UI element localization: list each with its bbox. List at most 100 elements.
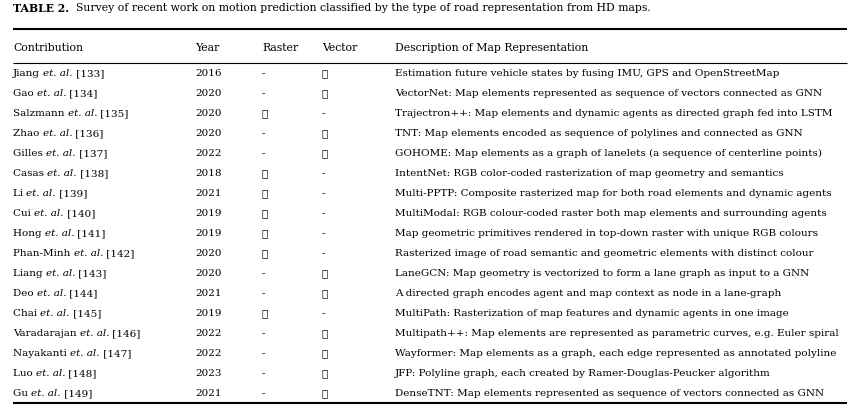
Text: Phan-Minh: Phan-Minh <box>13 249 74 258</box>
Text: -: - <box>262 129 266 138</box>
Text: -: - <box>322 189 325 198</box>
Text: ✓: ✓ <box>262 229 268 238</box>
Text: [135]: [135] <box>97 109 129 118</box>
Text: et. al.: et. al. <box>40 308 70 317</box>
Text: [137]: [137] <box>76 149 107 158</box>
Text: Rasterized image of road semantic and geometric elements with distinct colour: Rasterized image of road semantic and ge… <box>395 249 814 258</box>
Text: et. al.: et. al. <box>46 269 76 278</box>
Text: -: - <box>262 89 266 98</box>
Text: -: - <box>262 348 266 357</box>
Text: 2016: 2016 <box>195 69 222 78</box>
Text: ✓: ✓ <box>322 288 329 297</box>
Text: Multi-PPTP: Composite rasterized map for both road elements and dynamic agents: Multi-PPTP: Composite rasterized map for… <box>395 189 832 198</box>
Text: -: - <box>322 229 325 238</box>
Text: et. al.: et. al. <box>27 189 56 198</box>
Text: -: - <box>322 249 325 258</box>
Text: Hong: Hong <box>13 229 45 238</box>
Text: 2021: 2021 <box>195 189 222 198</box>
Text: 2021: 2021 <box>195 388 222 397</box>
Text: 2018: 2018 <box>195 169 222 178</box>
Text: [148]: [148] <box>65 368 97 377</box>
Text: -: - <box>262 269 266 278</box>
Text: DenseTNT: Map elements represented as sequence of vectors connected as GNN: DenseTNT: Map elements represented as se… <box>395 388 824 397</box>
Text: -: - <box>262 288 266 297</box>
Text: ✓: ✓ <box>262 169 268 178</box>
Text: 2020: 2020 <box>195 249 222 258</box>
Text: 2020: 2020 <box>195 129 222 138</box>
Text: ✓: ✓ <box>322 89 329 98</box>
Text: Multipath++: Map elements are represented as parametric curves, e.g. Euler spira: Multipath++: Map elements are represente… <box>395 328 838 337</box>
Text: [149]: [149] <box>61 388 92 397</box>
Text: ✓: ✓ <box>322 388 329 397</box>
Text: [134]: [134] <box>66 89 98 98</box>
Text: -: - <box>262 388 266 397</box>
Text: -: - <box>262 328 266 337</box>
Text: A directed graph encodes agent and map context as node in a lane-graph: A directed graph encodes agent and map c… <box>395 288 781 297</box>
Text: ✓: ✓ <box>322 69 329 78</box>
Text: [147]: [147] <box>100 348 131 357</box>
Text: 2022: 2022 <box>195 348 222 357</box>
Text: Deo: Deo <box>13 288 37 297</box>
Text: [133]: [133] <box>73 69 104 78</box>
Text: Cui: Cui <box>13 209 34 218</box>
Text: Liang: Liang <box>13 269 46 278</box>
Text: Wayformer: Map elements as a graph, each edge represented as annotated polyline: Wayformer: Map elements as a graph, each… <box>395 348 837 357</box>
Text: Year: Year <box>195 43 219 53</box>
Text: 2019: 2019 <box>195 209 222 218</box>
Text: et. al.: et. al. <box>36 368 65 377</box>
Text: ✓: ✓ <box>322 348 329 357</box>
Text: et. al.: et. al. <box>45 229 74 238</box>
Text: VectorNet: Map elements represented as sequence of vectors connected as GNN: VectorNet: Map elements represented as s… <box>395 89 822 98</box>
Text: TNT: Map elements encoded as sequence of polylines and connected as GNN: TNT: Map elements encoded as sequence of… <box>395 129 802 138</box>
Text: Jiang: Jiang <box>13 69 43 78</box>
Text: ✓: ✓ <box>262 209 268 218</box>
Text: Li: Li <box>13 189 27 198</box>
Text: 2020: 2020 <box>195 89 222 98</box>
Text: GOHOME: Map elements as a graph of lanelets (a sequence of centerline points): GOHOME: Map elements as a graph of lanel… <box>395 149 822 158</box>
Text: Casas: Casas <box>13 169 47 178</box>
Text: Chai: Chai <box>13 308 40 317</box>
Text: et. al.: et. al. <box>46 149 76 158</box>
Text: Luo: Luo <box>13 368 36 377</box>
Text: 2019: 2019 <box>195 229 222 238</box>
Text: JFP: Polyline graph, each created by Ramer-Douglas-Peucker algorithm: JFP: Polyline graph, each created by Ram… <box>395 368 771 377</box>
Text: Gilles: Gilles <box>13 149 46 158</box>
Text: [140]: [140] <box>64 209 95 218</box>
Text: 2021: 2021 <box>195 288 222 297</box>
Text: 2023: 2023 <box>195 368 222 377</box>
Text: Map geometric primitives rendered in top-down raster with unique RGB colours: Map geometric primitives rendered in top… <box>395 229 818 238</box>
Text: 2020: 2020 <box>195 109 222 118</box>
Text: Trajectron++: Map elements and dynamic agents as directed graph fed into LSTM: Trajectron++: Map elements and dynamic a… <box>395 109 832 118</box>
Text: -: - <box>262 69 266 78</box>
Text: 2020: 2020 <box>195 269 222 278</box>
Text: Survey of recent work on motion prediction classified by the type of road repres: Survey of recent work on motion predicti… <box>69 3 651 13</box>
Text: ✓: ✓ <box>322 328 329 337</box>
Text: et. al.: et. al. <box>68 109 97 118</box>
Text: [141]: [141] <box>74 229 106 238</box>
Text: [145]: [145] <box>70 308 101 317</box>
Text: [143]: [143] <box>76 269 107 278</box>
Text: Vector: Vector <box>322 43 357 53</box>
Text: Gu: Gu <box>13 388 31 397</box>
Text: MultiModal: RGB colour-coded raster both map elements and surrounding agents: MultiModal: RGB colour-coded raster both… <box>395 209 826 218</box>
Text: IntentNet: RGB color-coded rasterization of map geometry and semantics: IntentNet: RGB color-coded rasterization… <box>395 169 783 178</box>
Text: et. al.: et. al. <box>37 89 66 98</box>
Text: Description of Map Representation: Description of Map Representation <box>395 43 588 53</box>
Text: -: - <box>322 169 325 178</box>
Text: Varadarajan: Varadarajan <box>13 328 80 337</box>
Text: -: - <box>262 368 266 377</box>
Text: Salzmann: Salzmann <box>13 109 68 118</box>
Text: ✓: ✓ <box>322 149 329 158</box>
Text: 2022: 2022 <box>195 328 222 337</box>
Text: et. al.: et. al. <box>47 169 77 178</box>
Text: 2019: 2019 <box>195 308 222 317</box>
Text: -: - <box>262 149 266 158</box>
Text: [138]: [138] <box>77 169 108 178</box>
Text: ✓: ✓ <box>322 368 329 377</box>
Text: et. al.: et. al. <box>80 328 109 337</box>
Text: ✓: ✓ <box>262 249 268 258</box>
Text: Zhao: Zhao <box>13 129 43 138</box>
Text: -: - <box>322 308 325 317</box>
Text: ✓: ✓ <box>262 109 268 118</box>
Text: ✓: ✓ <box>262 308 268 317</box>
